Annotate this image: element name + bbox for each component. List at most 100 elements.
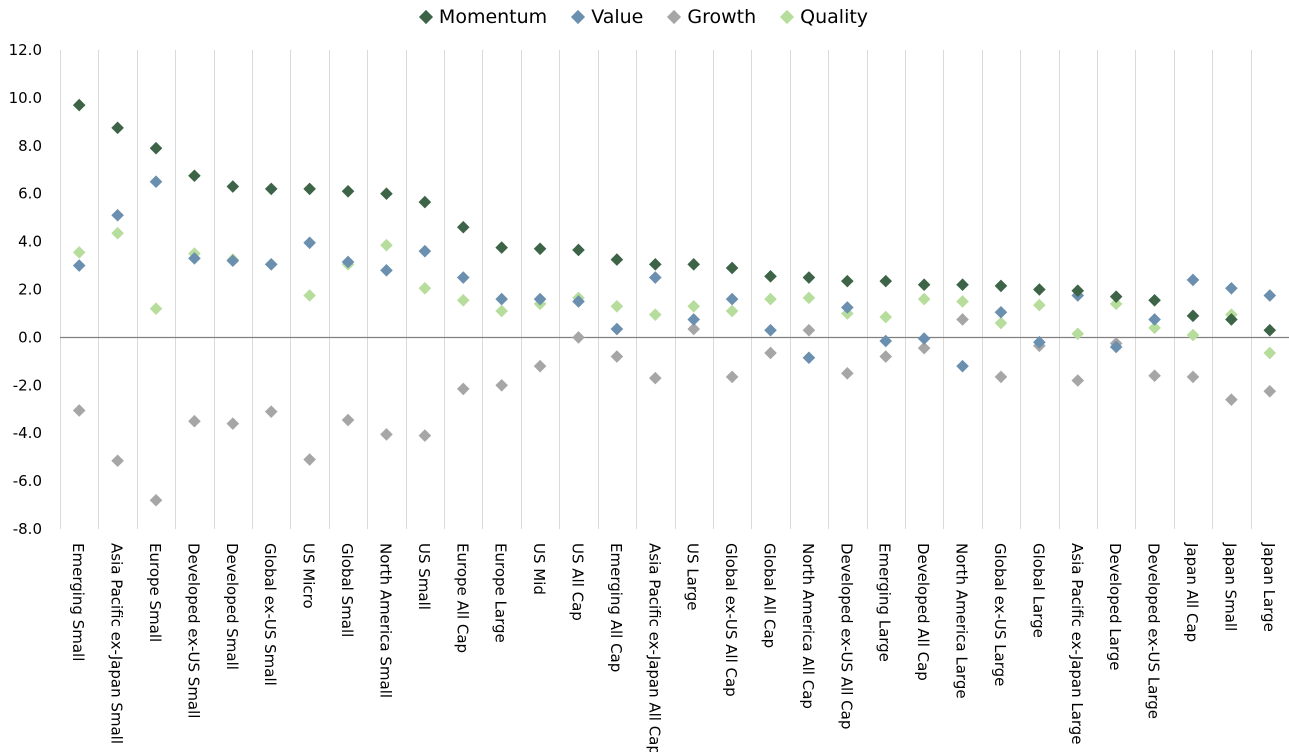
x-category-label: US All Cap: [568, 543, 586, 621]
data-point-growth: [495, 379, 508, 392]
data-point-value: [1186, 273, 1200, 287]
data-point-quality: [495, 304, 508, 318]
data-point-quality: [1263, 346, 1277, 360]
x-category-label: North America All Cap: [799, 543, 817, 709]
data-point-quality: [879, 310, 893, 324]
data-point-momentum: [1263, 323, 1277, 337]
data-point-growth: [725, 370, 739, 384]
data-point-growth: [341, 413, 355, 427]
series-momentum: [72, 98, 1277, 337]
data-point-quality: [149, 302, 163, 315]
data-point-value: [1109, 340, 1123, 354]
data-point-growth: [264, 405, 278, 418]
x-category-label: Europe All Cap: [453, 543, 471, 653]
y-tick-label: 10.0: [9, 89, 42, 107]
data-point-momentum: [456, 220, 470, 234]
x-category-label: Developed ex-US All Cap: [837, 543, 855, 729]
x-category-label: Emerging All Cap: [607, 543, 625, 672]
data-point-quality: [1186, 328, 1200, 342]
x-category-label: Asia Pacific ex-Japan All Cap: [645, 543, 663, 752]
data-point-value: [341, 255, 355, 269]
y-tick-label: 6.0: [18, 185, 42, 203]
data-point-value: [841, 301, 854, 314]
x-category-label: Europe Large: [492, 543, 510, 643]
data-point-momentum: [533, 242, 547, 256]
legend-item-quality: Quality: [780, 6, 868, 28]
data-point-quality: [802, 291, 816, 305]
x-category-label: Developed ex-US Small: [184, 543, 202, 718]
data-point-momentum: [572, 243, 585, 257]
data-point-momentum: [418, 195, 432, 209]
data-point-quality: [1148, 321, 1161, 335]
data-point-value: [1148, 313, 1161, 326]
legend-item-growth: Growth: [667, 6, 757, 28]
data-point-value: [572, 295, 585, 308]
data-point-quality: [956, 295, 969, 308]
x-category-label: US Mid: [530, 543, 548, 595]
data-point-value: [610, 322, 624, 336]
data-point-value: [956, 359, 969, 373]
data-point-value: [725, 292, 739, 306]
data-point-quality: [380, 238, 393, 252]
y-tick-label: -8.0: [13, 520, 42, 538]
legend-label: Momentum: [438, 6, 548, 28]
data-point-growth: [610, 350, 624, 363]
data-point-value: [111, 208, 124, 222]
y-tick-label: 8.0: [18, 137, 42, 155]
x-category-label: Japan Large: [1260, 542, 1278, 632]
x-category-label: Developed ex-US Large: [1145, 543, 1163, 719]
x-category-label: US Micro: [300, 543, 318, 609]
legend-item-momentum: Momentum: [418, 6, 548, 28]
legend-label: Growth: [687, 6, 757, 28]
series-quality: [72, 226, 1277, 360]
x-category-label: Asia Pacific ex-Japan Small: [108, 543, 126, 744]
data-point-momentum: [917, 278, 931, 292]
data-point-momentum: [380, 187, 393, 200]
x-category-label: Global Small: [338, 543, 356, 637]
x-category-label: North America Small: [376, 543, 394, 698]
data-point-value: [418, 244, 432, 258]
data-point-value: [764, 323, 777, 337]
data-point-growth: [687, 322, 701, 336]
x-category-label: Developed All Cap: [914, 543, 932, 681]
series-value: [72, 175, 1277, 373]
data-point-growth: [917, 341, 931, 355]
data-point-momentum: [802, 271, 816, 284]
data-point-momentum: [72, 98, 86, 112]
legend-item-value: Value: [571, 6, 643, 28]
data-point-value: [994, 305, 1008, 319]
data-point-momentum: [1225, 313, 1238, 326]
data-point-value: [1033, 335, 1046, 349]
data-point-quality: [917, 292, 931, 306]
x-category-label: Developed Small: [223, 543, 241, 670]
data-point-momentum: [994, 279, 1008, 293]
x-category-label: Global ex-US Small: [261, 543, 279, 686]
data-point-quality: [1109, 297, 1123, 311]
data-point-value: [149, 175, 163, 189]
x-category-label: Global All Cap: [761, 543, 779, 648]
data-point-value: [879, 334, 893, 348]
data-point-quality: [994, 316, 1008, 330]
x-category-label: Global ex-US All Cap: [722, 543, 740, 697]
data-point-quality: [725, 304, 739, 318]
data-point-momentum: [648, 258, 662, 271]
data-point-value: [687, 313, 701, 326]
chart-legend: Momentum Value Growth Quality: [0, 4, 1289, 30]
data-point-growth: [879, 350, 893, 363]
data-point-growth: [572, 331, 585, 344]
y-tick-label: 12.0: [9, 41, 42, 59]
data-point-quality: [687, 299, 701, 313]
x-category-label: US Large: [684, 543, 702, 610]
x-category-label: Global ex-US Large: [991, 543, 1009, 686]
y-tick-label: 4.0: [18, 233, 42, 251]
x-category-label: Emerging Small: [69, 543, 87, 661]
data-point-growth: [303, 453, 316, 466]
data-point-quality: [418, 282, 432, 295]
data-point-momentum: [764, 270, 777, 283]
data-point-momentum: [226, 180, 240, 193]
data-point-momentum: [1033, 283, 1046, 296]
x-category-label: Developed Large: [1106, 543, 1124, 670]
data-point-value: [226, 254, 240, 268]
data-point-value: [917, 332, 931, 345]
